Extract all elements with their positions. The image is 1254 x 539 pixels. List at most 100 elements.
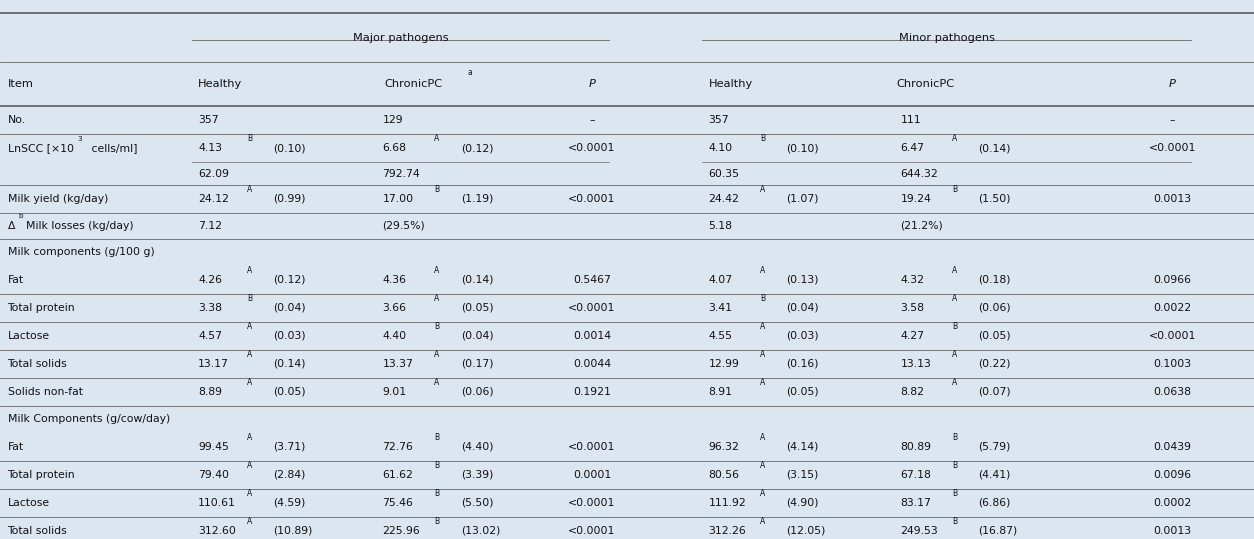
Text: Total solids: Total solids [8,359,68,369]
Text: cells/ml]: cells/ml] [88,143,137,153]
Text: Total protein: Total protein [8,470,75,480]
Text: A: A [760,378,765,386]
Text: (0.22): (0.22) [978,359,1011,369]
Text: 80.89: 80.89 [900,442,932,452]
Text: (0.05): (0.05) [273,387,306,397]
Text: 79.40: 79.40 [198,470,229,480]
Text: (0.03): (0.03) [786,331,819,341]
Text: A: A [760,489,765,497]
Text: (0.04): (0.04) [273,303,306,313]
Text: 3: 3 [78,135,83,142]
Text: A: A [434,294,439,302]
Text: B: B [952,517,957,526]
Text: (0.14): (0.14) [978,143,1011,153]
Text: A: A [760,185,765,194]
Text: 13.13: 13.13 [900,359,932,369]
Text: No.: No. [8,115,25,125]
Text: B: B [247,294,252,302]
Text: <0.0001: <0.0001 [568,442,616,452]
Text: <0.0001: <0.0001 [568,526,616,536]
Text: Milk losses (kg/day): Milk losses (kg/day) [26,221,134,231]
Text: B: B [434,322,439,330]
Text: 13.37: 13.37 [382,359,414,369]
Text: (0.03): (0.03) [273,331,306,341]
Text: B: B [760,294,765,302]
Text: Δ: Δ [8,221,15,231]
Text: <0.0001: <0.0001 [1149,143,1196,153]
Text: 0.0013: 0.0013 [1154,194,1191,204]
Text: A: A [434,378,439,386]
Text: P: P [1169,79,1176,89]
Text: A: A [760,433,765,441]
Text: 4.36: 4.36 [382,275,406,285]
Text: <0.0001: <0.0001 [568,498,616,508]
Text: 312.60: 312.60 [198,526,236,536]
Text: A: A [247,185,252,194]
Text: 111.92: 111.92 [709,498,746,508]
Text: 99.45: 99.45 [198,442,229,452]
Text: 0.0022: 0.0022 [1154,303,1191,313]
Text: 249.53: 249.53 [900,526,938,536]
Text: 24.42: 24.42 [709,194,740,204]
Text: (0.99): (0.99) [273,194,306,204]
Text: 4.26: 4.26 [198,275,222,285]
Text: 8.89: 8.89 [198,387,222,397]
Text: 75.46: 75.46 [382,498,414,508]
Text: (4.90): (4.90) [786,498,819,508]
Text: 0.1921: 0.1921 [573,387,611,397]
Text: (4.41): (4.41) [978,470,1011,480]
Text: 24.12: 24.12 [198,194,229,204]
Text: B: B [247,134,252,143]
Text: 6.68: 6.68 [382,143,406,153]
Text: Healthy: Healthy [709,79,752,89]
Text: LnSCC [×10: LnSCC [×10 [8,143,74,153]
Text: 357: 357 [709,115,729,125]
Text: 5.18: 5.18 [709,221,732,231]
Text: (0.14): (0.14) [273,359,306,369]
Text: (29.5%): (29.5%) [382,221,425,231]
Text: (12.05): (12.05) [786,526,825,536]
Text: <0.0001: <0.0001 [1149,331,1196,341]
Text: (0.06): (0.06) [461,387,494,397]
Text: 225.96: 225.96 [382,526,420,536]
Text: (4.40): (4.40) [461,442,494,452]
Text: A: A [247,517,252,526]
Text: (0.04): (0.04) [461,331,494,341]
Text: (5.79): (5.79) [978,442,1011,452]
Text: Total solids: Total solids [8,526,68,536]
Text: A: A [247,378,252,386]
Text: 0.5467: 0.5467 [573,275,611,285]
Text: B: B [952,489,957,497]
Text: (4.59): (4.59) [273,498,306,508]
Text: 0.0044: 0.0044 [573,359,611,369]
Text: A: A [760,322,765,330]
Text: <0.0001: <0.0001 [568,303,616,313]
Text: 4.32: 4.32 [900,275,924,285]
Text: Item: Item [8,79,34,89]
Text: B: B [434,461,439,469]
Text: 8.91: 8.91 [709,387,732,397]
Text: A: A [952,266,957,274]
Text: Milk yield (kg/day): Milk yield (kg/day) [8,194,108,204]
Text: A: A [247,489,252,497]
Text: <0.0001: <0.0001 [568,194,616,204]
Text: Total protein: Total protein [8,303,75,313]
Text: 60.35: 60.35 [709,169,740,178]
Text: (3.39): (3.39) [461,470,494,480]
Text: B: B [434,433,439,441]
Text: (0.18): (0.18) [978,275,1011,285]
Text: A: A [247,266,252,274]
Text: 80.56: 80.56 [709,470,740,480]
Text: 0.0013: 0.0013 [1154,526,1191,536]
Text: (0.12): (0.12) [273,275,306,285]
Text: A: A [434,134,439,143]
Text: (10.89): (10.89) [273,526,312,536]
Text: (21.2%): (21.2%) [900,221,943,231]
Text: 4.55: 4.55 [709,331,732,341]
Text: (2.84): (2.84) [273,470,306,480]
Text: 7.12: 7.12 [198,221,222,231]
Text: 0.1003: 0.1003 [1154,359,1191,369]
Text: ChronicPC: ChronicPC [897,79,954,89]
Text: 0.0096: 0.0096 [1154,470,1191,480]
Text: 62.09: 62.09 [198,169,229,178]
